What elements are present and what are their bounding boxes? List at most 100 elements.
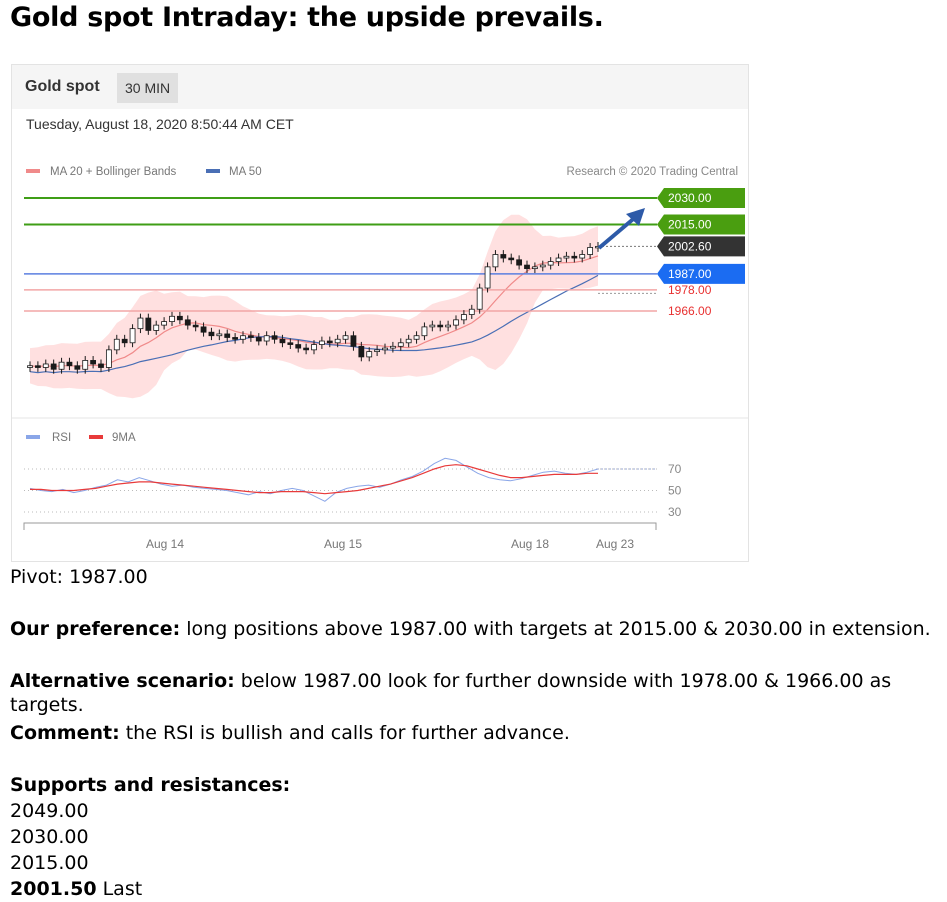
comment-paragraph: Comment: the RSI is bullish and calls fo… bbox=[10, 721, 570, 745]
preference-paragraph: Our preference: long positions above 198… bbox=[10, 617, 931, 641]
x-tick-label: Aug 15 bbox=[324, 537, 362, 551]
candle-body bbox=[176, 315, 183, 321]
candle-body bbox=[334, 338, 341, 344]
candle-body bbox=[153, 324, 160, 331]
candle-body bbox=[240, 335, 246, 340]
candle-body bbox=[98, 363, 104, 368]
candle-body bbox=[547, 261, 554, 266]
x-tick-label: Aug 23 bbox=[596, 537, 634, 551]
price-level-lines bbox=[24, 197, 657, 312]
candle-body bbox=[145, 317, 152, 331]
candle-body bbox=[524, 264, 530, 270]
candle-body bbox=[508, 257, 515, 261]
candle-body bbox=[42, 363, 49, 368]
level-label-2015.00: 2015.00 bbox=[668, 217, 712, 231]
candle-body bbox=[350, 335, 357, 347]
ma50-legend-swatch bbox=[206, 169, 220, 173]
candle-body bbox=[405, 338, 412, 344]
candle-body bbox=[531, 266, 538, 270]
candle-body bbox=[113, 338, 120, 351]
copyright-text: Research © 2020 Trading Central bbox=[567, 166, 738, 178]
timeframe-badge[interactable]: 30 MIN bbox=[117, 73, 179, 103]
candle-body bbox=[295, 344, 302, 349]
bollinger-band bbox=[30, 214, 598, 399]
pivot-value: 1987.00 bbox=[69, 566, 148, 588]
candle-body bbox=[571, 255, 578, 259]
level-label-1978.00: 1978.00 bbox=[668, 283, 712, 297]
candle-body bbox=[563, 255, 570, 259]
candle-body bbox=[34, 365, 41, 368]
candle-body bbox=[366, 351, 373, 358]
candle-body bbox=[579, 254, 586, 259]
candle-body bbox=[413, 335, 420, 340]
preference-text: long positions above 1987.00 with target… bbox=[186, 618, 931, 640]
alternative-label: Alternative scenario: bbox=[10, 670, 235, 692]
candle-body bbox=[342, 335, 349, 340]
chart-card: Gold spot 30 MIN Tuesday, August 18, 202… bbox=[11, 64, 749, 562]
candle-body bbox=[287, 342, 294, 345]
candles bbox=[27, 241, 601, 374]
candle-body bbox=[303, 347, 310, 351]
level-label-2002.60: 2002.60 bbox=[668, 239, 712, 253]
candle-body bbox=[500, 254, 507, 259]
preference-label: Our preference: bbox=[10, 618, 181, 640]
candle-body bbox=[484, 266, 491, 289]
candle-body bbox=[397, 342, 404, 347]
candle-body bbox=[326, 340, 333, 344]
alternative-text: below 1987.00 look for further downside … bbox=[10, 670, 892, 716]
sr-level: 2015.00 bbox=[10, 852, 89, 874]
pivot-line: Pivot: 1987.00 bbox=[10, 565, 148, 589]
comment-text: the RSI is bullish and calls for further… bbox=[125, 722, 570, 744]
candle-body bbox=[50, 363, 57, 370]
level-label-2030.00: 2030.00 bbox=[668, 191, 712, 205]
rsi-line bbox=[29, 457, 599, 502]
candle-body bbox=[429, 324, 436, 328]
candle-body bbox=[105, 349, 112, 368]
sr-heading: Supports and resistances: bbox=[10, 773, 290, 797]
candle-body bbox=[587, 247, 594, 255]
candle-body bbox=[121, 338, 128, 344]
candle-body bbox=[255, 337, 262, 342]
candle-body bbox=[445, 324, 452, 328]
alternative-paragraph: Alternative scenario: below 1987.00 look… bbox=[10, 669, 947, 717]
sr-levels-list: 2049.00 2030.00 2015.00 2001.50 Last bbox=[10, 798, 142, 902]
candle-body bbox=[137, 317, 144, 330]
candle-body bbox=[247, 335, 254, 338]
candle-body bbox=[460, 314, 467, 321]
level-label-1966.00: 1966.00 bbox=[668, 304, 712, 318]
pivot-label: Pivot: bbox=[10, 566, 64, 588]
candle-body bbox=[200, 326, 207, 333]
rsi-legend-swatch bbox=[26, 435, 40, 439]
candle-body bbox=[358, 345, 365, 358]
last-label: Last bbox=[102, 878, 143, 900]
candle-body bbox=[468, 308, 475, 315]
candle-body bbox=[382, 347, 388, 351]
candle-body bbox=[66, 361, 73, 367]
candle-body bbox=[437, 324, 444, 328]
sr-level: 2049.00 bbox=[10, 800, 89, 822]
ma20-legend-swatch bbox=[26, 169, 40, 173]
candle-body bbox=[453, 319, 459, 326]
level-tag-resistance bbox=[657, 188, 745, 208]
candle-body bbox=[232, 337, 239, 340]
legend-ma20: MA 20 + Bollinger Bands bbox=[50, 166, 177, 178]
rsi-ma-legend-swatch bbox=[89, 435, 103, 439]
x-tick-label: Aug 14 bbox=[146, 537, 184, 551]
rsi-ma-line bbox=[30, 464, 598, 495]
candle-body bbox=[224, 333, 231, 338]
headline: Gold spot Intraday: the upside prevails. bbox=[10, 2, 604, 33]
candle-body bbox=[279, 338, 286, 344]
time-axis bbox=[23, 522, 657, 530]
rsi-tick-label: 30 bbox=[668, 505, 682, 519]
last-value: 2001.50 bbox=[10, 878, 97, 900]
x-tick-label: Aug 18 bbox=[511, 537, 549, 551]
candle-body bbox=[82, 360, 89, 370]
candle-body bbox=[184, 319, 191, 326]
candle-body bbox=[129, 328, 136, 344]
candle-body bbox=[27, 365, 33, 368]
instrument-name: Gold spot bbox=[25, 78, 100, 95]
candle-body bbox=[389, 345, 396, 349]
level-label-1987.00: 1987.00 bbox=[668, 267, 712, 281]
candle-body bbox=[216, 333, 223, 337]
last-price-row: 2001.50 Last bbox=[10, 876, 142, 902]
